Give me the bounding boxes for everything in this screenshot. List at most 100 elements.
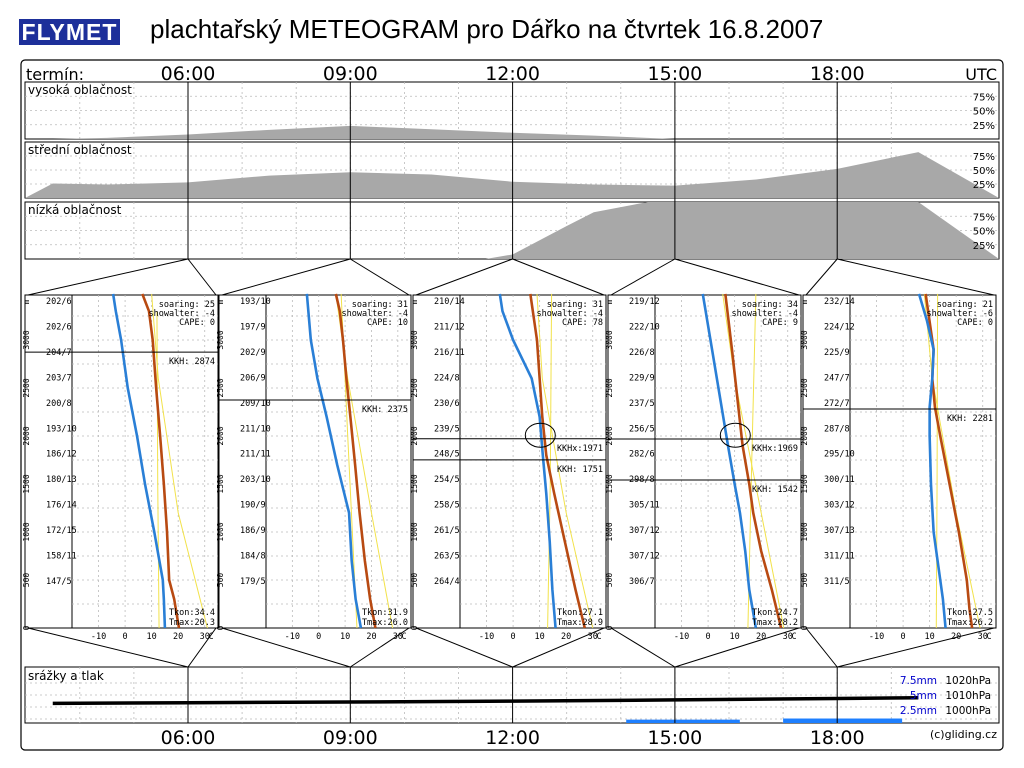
wind-label: 209/10 bbox=[240, 399, 271, 409]
cloud-pct-label: 50% bbox=[973, 227, 995, 238]
altitude-tick: 2000 bbox=[800, 426, 809, 445]
connector-line bbox=[415, 258, 513, 296]
altitude-unit: m bbox=[216, 299, 225, 304]
sounding-frame bbox=[607, 294, 802, 629]
adiabat-line bbox=[923, 293, 981, 629]
cloud-pct-label: 25% bbox=[973, 180, 995, 191]
tmax-value: Tmax:28.2 bbox=[752, 618, 798, 628]
cloud-pct-label: 75% bbox=[973, 92, 995, 103]
soaring-index: soaring: 31 bbox=[547, 300, 603, 310]
temp-tick: 20 bbox=[951, 632, 961, 642]
cape-value: CAPE: 9 bbox=[762, 318, 798, 328]
time-tick-bottom: 15:00 bbox=[648, 727, 703, 749]
time-tick-bottom: 09:00 bbox=[323, 727, 378, 749]
time-tick-bottom: 18:00 bbox=[810, 727, 865, 749]
time-axis-label: termín: bbox=[26, 65, 84, 84]
temperature-profile bbox=[724, 293, 783, 629]
connector-line bbox=[805, 627, 838, 668]
dewpoint-profile bbox=[305, 293, 363, 629]
temperature-profile bbox=[141, 293, 181, 629]
temp-tick: 30 bbox=[588, 632, 598, 642]
connector-line bbox=[187, 627, 217, 668]
altitude-unit: m bbox=[605, 299, 614, 304]
cape-value: CAPE: 10 bbox=[367, 318, 408, 328]
wind-label: 229/9 bbox=[629, 373, 655, 383]
connector-line bbox=[512, 627, 605, 668]
wind-label: 282/6 bbox=[629, 450, 655, 460]
connector-line bbox=[27, 627, 189, 668]
connector-line bbox=[415, 627, 513, 668]
altitude-tick: 500 bbox=[410, 573, 419, 588]
altitude-tick: 3000 bbox=[216, 330, 225, 349]
altitude-tick: 500 bbox=[800, 573, 809, 588]
wind-label: 226/8 bbox=[629, 348, 655, 358]
altitude-unit: m bbox=[22, 299, 31, 304]
altitude-tick: 3000 bbox=[22, 330, 31, 349]
temp-tick: 30 bbox=[200, 632, 210, 642]
wind-label: 225/9 bbox=[824, 348, 850, 358]
altitude-tick: 2500 bbox=[410, 378, 419, 397]
altitude-tick: 2500 bbox=[800, 378, 809, 397]
temp-tick: 10 bbox=[925, 632, 935, 642]
kkh-label: KKH: 2375 bbox=[362, 405, 408, 415]
connector-line bbox=[837, 627, 995, 668]
tmax-value: Tmax:20.3 bbox=[169, 618, 215, 628]
adiabat-line bbox=[747, 293, 757, 629]
wind-label: 180/13 bbox=[46, 475, 77, 485]
connector-line bbox=[674, 258, 800, 296]
temp-tick: 30 bbox=[783, 632, 793, 642]
wind-label: 184/8 bbox=[240, 552, 266, 562]
wind-label: 211/10 bbox=[240, 424, 271, 434]
tkon-value: Tkon:34.4 bbox=[169, 608, 215, 618]
low-cloud-title: nízká oblačnost bbox=[28, 203, 122, 217]
temp-tick: -10 bbox=[91, 632, 106, 642]
wind-label: 232/14 bbox=[824, 297, 855, 307]
wind-label: 193/10 bbox=[46, 424, 77, 434]
cloud-pct-label: 50% bbox=[973, 166, 995, 177]
temp-tick: 0 bbox=[316, 632, 321, 642]
altitude-tick: 3000 bbox=[605, 330, 614, 349]
wind-label: 200/8 bbox=[46, 399, 72, 409]
temp-tick: 10 bbox=[535, 632, 545, 642]
tkon-value: Tkon:24.7 bbox=[752, 608, 798, 618]
temp-tick: 20 bbox=[173, 632, 183, 642]
wind-label: 176/14 bbox=[46, 501, 77, 511]
temp-tick: -10 bbox=[285, 632, 300, 642]
wind-label: 307/13 bbox=[824, 526, 855, 536]
tkon-value: Tkon:27.1 bbox=[557, 608, 603, 618]
wind-label: 264/4 bbox=[434, 577, 460, 587]
adiabat-line bbox=[536, 293, 594, 629]
outer-frame bbox=[20, 59, 1004, 751]
altitude-tick: 2000 bbox=[605, 426, 614, 445]
soaring-index: soaring: 34 bbox=[742, 300, 798, 310]
wind-label: 193/10 bbox=[240, 297, 271, 307]
altitude-tick: 0 bbox=[410, 625, 419, 630]
pressure-scale-label: 1000hPa bbox=[945, 705, 991, 717]
temp-unit: C bbox=[208, 632, 213, 642]
altitude-tick: 0 bbox=[605, 625, 614, 630]
kkh-label: KKHx:1971 bbox=[557, 444, 603, 454]
temp-unit: C bbox=[596, 632, 601, 642]
wind-label: 287/8 bbox=[824, 424, 850, 434]
tmax-value: Tmax:26.2 bbox=[947, 618, 993, 628]
soaring-index: soaring: 31 bbox=[352, 300, 408, 310]
temp-tick: 20 bbox=[561, 632, 571, 642]
wind-label: 158/11 bbox=[46, 552, 77, 562]
showalter-index: showalter: -6 bbox=[926, 309, 993, 319]
wind-label: 300/11 bbox=[824, 475, 855, 485]
wind-label: 179/5 bbox=[240, 577, 266, 587]
wind-label: 186/12 bbox=[46, 450, 77, 460]
cloud-base-ellipse bbox=[719, 422, 751, 448]
time-tick-bottom: 12:00 bbox=[485, 727, 540, 749]
wind-label: 190/9 bbox=[240, 501, 266, 511]
precip-scale-label: 5mm bbox=[910, 690, 937, 702]
temp-tick: 0 bbox=[901, 632, 906, 642]
altitude-tick: 2500 bbox=[605, 378, 614, 397]
altitude-tick: 2500 bbox=[22, 378, 31, 397]
temp-unit: C bbox=[986, 632, 991, 642]
temp-tick: -10 bbox=[674, 632, 689, 642]
wind-label: 305/11 bbox=[629, 501, 660, 511]
wind-label: 202/6 bbox=[46, 322, 72, 332]
altitude-tick: 1500 bbox=[800, 474, 809, 493]
